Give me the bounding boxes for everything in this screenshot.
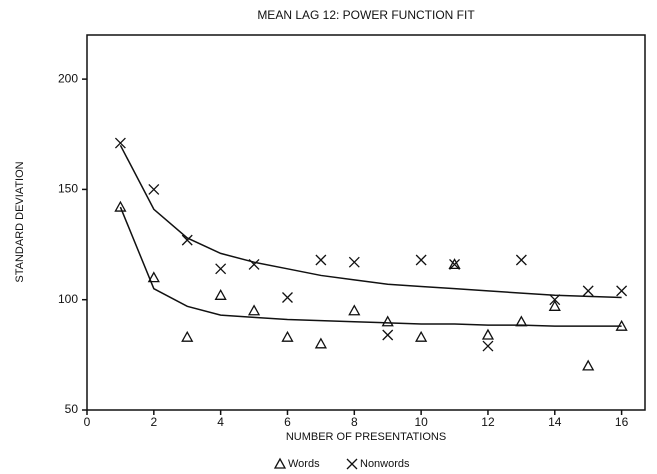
x-tick-label: 14 bbox=[548, 415, 562, 429]
point bbox=[381, 315, 394, 327]
x-tick-label: 16 bbox=[615, 415, 629, 429]
point bbox=[382, 329, 394, 341]
point bbox=[482, 340, 494, 352]
point bbox=[114, 200, 127, 212]
chart-title: MEAN LAG 12: POWER FUNCTION FIT bbox=[257, 8, 475, 22]
point bbox=[582, 285, 594, 297]
point bbox=[449, 258, 461, 270]
legend-marker bbox=[346, 458, 358, 470]
point bbox=[114, 137, 126, 149]
legend-label: Nonwords bbox=[360, 458, 410, 470]
legend-marker bbox=[273, 457, 287, 469]
x-tick-label: 12 bbox=[481, 415, 495, 429]
point bbox=[548, 299, 561, 311]
y-axis-label: STANDARD DEVIATION bbox=[14, 161, 26, 282]
point bbox=[616, 285, 628, 297]
x-tick-label: 10 bbox=[414, 415, 428, 429]
x-tick-label: 6 bbox=[284, 415, 291, 429]
point bbox=[415, 330, 428, 342]
x-axis-label: NUMBER OF PRESENTATIONS bbox=[286, 431, 446, 443]
point bbox=[615, 319, 628, 331]
point bbox=[314, 337, 327, 349]
point bbox=[248, 258, 260, 270]
point bbox=[515, 254, 527, 266]
point bbox=[348, 256, 360, 268]
plot-frame bbox=[86, 34, 646, 411]
point bbox=[181, 234, 193, 246]
point bbox=[315, 254, 327, 266]
point bbox=[181, 330, 194, 342]
fit-line bbox=[119, 206, 622, 327]
point bbox=[282, 292, 293, 303]
point bbox=[147, 271, 160, 283]
point bbox=[515, 315, 528, 327]
legend-label: Words bbox=[288, 458, 320, 470]
x-tick-label: 0 bbox=[84, 415, 91, 429]
x-tick-label: 4 bbox=[217, 415, 224, 429]
point bbox=[582, 359, 595, 371]
point bbox=[247, 304, 261, 316]
x-tick-label: 2 bbox=[150, 415, 157, 429]
point bbox=[281, 330, 294, 342]
point bbox=[348, 304, 361, 316]
point bbox=[215, 263, 227, 275]
y-tick-label: 50 bbox=[65, 402, 79, 416]
y-tick-label: 200 bbox=[58, 71, 78, 85]
point bbox=[148, 183, 160, 195]
point bbox=[214, 288, 227, 300]
y-tick-label: 100 bbox=[58, 292, 78, 306]
fit-line bbox=[119, 144, 622, 299]
point bbox=[415, 254, 427, 266]
point bbox=[481, 328, 495, 340]
x-tick-label: 8 bbox=[351, 415, 358, 429]
point bbox=[448, 258, 461, 270]
y-tick-label: 150 bbox=[58, 182, 78, 196]
point bbox=[549, 294, 561, 306]
